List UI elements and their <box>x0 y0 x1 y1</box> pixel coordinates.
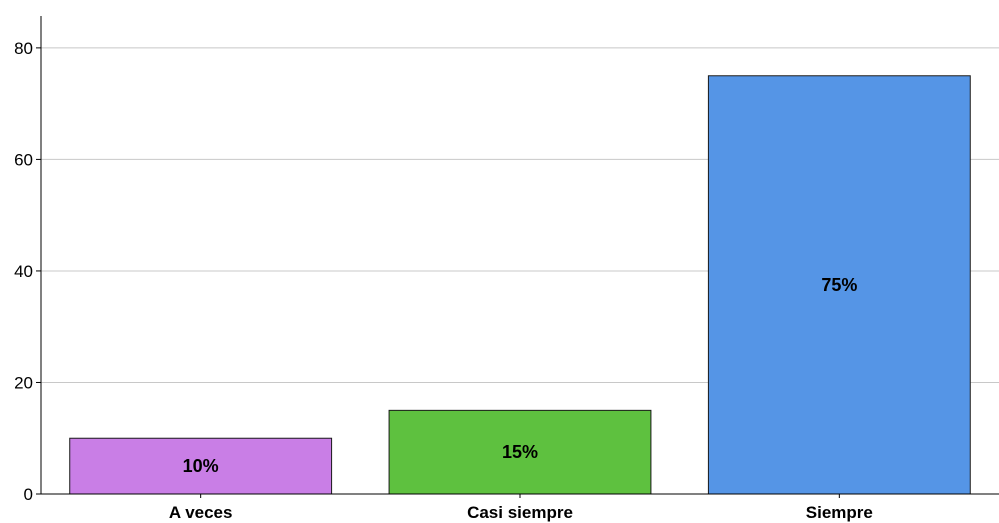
x-category-label: Casi siempre <box>467 503 573 522</box>
y-tick-label: 80 <box>14 39 33 58</box>
data-label: 75% <box>821 275 857 295</box>
y-tick-label: 60 <box>14 150 33 169</box>
y-tick-label: 0 <box>24 485 33 504</box>
data-labels: 10% 15% 75% <box>183 275 858 476</box>
data-label: 10% <box>183 456 219 476</box>
bar-siempre <box>707 75 971 495</box>
bars <box>69 75 971 495</box>
y-axis: 0 20 40 60 80 <box>14 16 42 504</box>
y-tick-label: 40 <box>14 262 33 281</box>
data-label: 15% <box>502 442 538 462</box>
x-category-label: Siempre <box>806 503 873 522</box>
x-category-label: A veces <box>169 503 233 522</box>
y-tick-label: 20 <box>14 373 33 392</box>
bar-a-veces <box>69 437 333 495</box>
x-axis: A veces Casi siempre Siempre <box>41 493 999 522</box>
